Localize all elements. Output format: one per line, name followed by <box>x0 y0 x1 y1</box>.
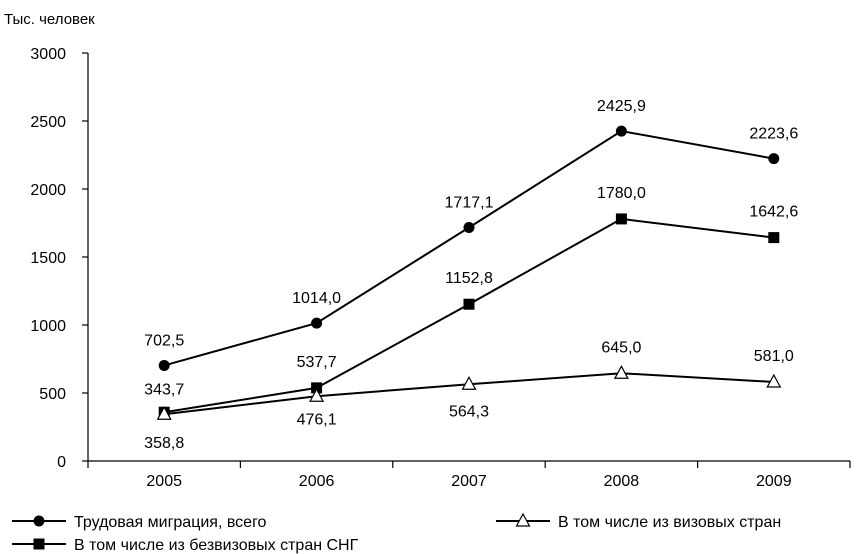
data-point-1-4 <box>768 232 779 243</box>
data-label-0-3: 2425,9 <box>597 98 646 115</box>
x-tick-label: 2008 <box>604 473 640 490</box>
legend-label-0: Трудовая миграция, всего <box>74 514 267 531</box>
data-label-1-1: 537,7 <box>297 354 337 371</box>
data-label-1-4: 1642,6 <box>749 204 798 221</box>
data-point-0-1 <box>311 318 322 329</box>
x-tick-label: 2009 <box>756 473 792 490</box>
data-label-2-4: 581,0 <box>754 348 794 365</box>
y-tick-label: 2000 <box>30 182 66 199</box>
x-tick-label: 2005 <box>146 473 182 490</box>
x-tick-label: 2006 <box>299 473 335 490</box>
data-label-1-0: 358,8 <box>144 435 184 452</box>
data-point-1-2 <box>464 299 475 310</box>
data-label-2-2: 564,3 <box>449 403 489 420</box>
data-label-2-3: 645,0 <box>601 339 641 356</box>
data-label-1-2: 1152,8 <box>445 270 493 287</box>
data-label-0-2: 1717,1 <box>445 194 494 211</box>
y-axis-title: Тыс. человек <box>4 11 95 28</box>
y-tick-label: 1000 <box>30 318 66 335</box>
x-tick-label: 2007 <box>451 473 487 490</box>
data-label-0-1: 1014,0 <box>292 290 341 307</box>
data-point-0-3 <box>616 126 627 137</box>
data-point-0-0 <box>159 360 170 371</box>
y-tick-label: 3000 <box>30 46 66 63</box>
data-label-0-0: 702,5 <box>144 332 184 349</box>
data-label-0-4: 2223,6 <box>749 126 798 143</box>
y-tick-label: 0 <box>57 454 66 471</box>
data-label-2-1: 476,1 <box>297 411 337 428</box>
data-point-0-2 <box>464 222 475 233</box>
chart-axes: 0 500 1000 1500 2000 2500 3000 2005 2006 2007 2008… <box>30 46 850 490</box>
data-point-0-4 <box>768 153 779 164</box>
y-tick-label: 500 <box>39 386 66 403</box>
y-tick-label: 2500 <box>30 114 66 131</box>
legend-label-1: В том числе из безвизовых стран СНГ <box>74 537 359 554</box>
data-label-1-3: 1780,0 <box>597 185 646 202</box>
legend-label-2: В том числе из визовых стран <box>558 514 781 531</box>
legend-marker-1 <box>34 539 45 550</box>
data-point-1-3 <box>616 213 627 224</box>
legend-marker-0 <box>34 516 45 527</box>
data-label-2-0: 343,7 <box>144 381 184 398</box>
y-tick-label: 1500 <box>30 250 66 267</box>
legend: Трудовая миграция, всего В том числе из б… <box>12 514 781 554</box>
data-point-2-3 <box>615 366 628 378</box>
series-line-0 <box>164 131 774 365</box>
